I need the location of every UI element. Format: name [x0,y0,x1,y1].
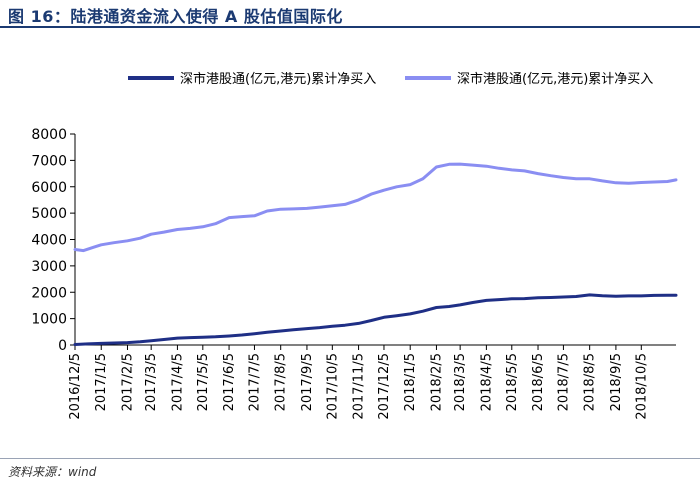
x-tick-label: 2018/1/5 [403,353,418,411]
x-tick-label: 2017/1/5 [94,353,109,411]
title-divider [0,26,700,28]
line-chart: 深市港股通(亿元,港元)累计净买入 深市港股通(亿元,港元)累计净买入 0 1000 2… [31,71,678,420]
x-tick-label: 2017/4/5 [170,353,185,411]
y-tick-label: 5000 [31,206,67,222]
y-tick-label: 3000 [31,259,67,275]
x-tick-label: 2017/11/5 [352,353,367,420]
x-tick-label: 2018/2/5 [429,353,444,411]
figure-header: 图 16：陆港通资金流入使得 A 股估值国际化 [0,0,700,28]
series-line-net-buy-light [73,162,678,253]
source-note: 资料来源：wind [8,465,97,479]
x-tick-label: 2017/8/5 [274,353,289,411]
series-line-net-buy-dark [73,293,678,346]
x-tick-label: 2017/3/5 [144,353,159,411]
y-tick-label: 1000 [31,312,67,328]
x-tick-label: 2017/12/5 [377,353,392,420]
x-tick-label: 2017/2/5 [120,353,135,411]
source-divider [0,458,700,459]
figure-title: 图 16：陆港通资金流入使得 A 股估值国际化 [8,7,343,26]
legend-label: 深市港股通(亿元,港元)累计净买入 [457,71,653,87]
x-tick-label: 2018/6/5 [531,353,546,411]
x-tick-label: 2018/3/5 [453,353,468,411]
x-tick-label: 2018/8/5 [583,353,598,411]
x-tick-label: 2017/5/5 [196,353,211,411]
legend-label: 深市港股通(亿元,港元)累计净买入 [180,71,376,87]
y-tick-label: 6000 [31,180,67,196]
y-tick-label: 4000 [31,233,67,249]
x-tick-label: 2016/12/5 [68,353,83,420]
x-tick-label: 2018/4/5 [479,353,494,411]
x-tick-label: 2017/10/5 [325,353,340,420]
x-tick-label: 2017/7/5 [247,353,262,411]
x-tick-label: 2018/9/5 [609,353,624,411]
x-tick-label: 2017/9/5 [300,353,315,411]
x-tick-label: 2018/10/5 [634,353,649,420]
y-tick-label: 2000 [31,285,67,301]
y-tick-label: 7000 [31,153,67,169]
y-tick-label: 0 [58,338,67,354]
x-tick-label: 2017/6/5 [222,353,237,411]
y-tick-label: 8000 [31,127,67,143]
x-tick-label: 2018/5/5 [505,353,520,411]
x-tick-label: 2018/7/5 [556,353,571,411]
